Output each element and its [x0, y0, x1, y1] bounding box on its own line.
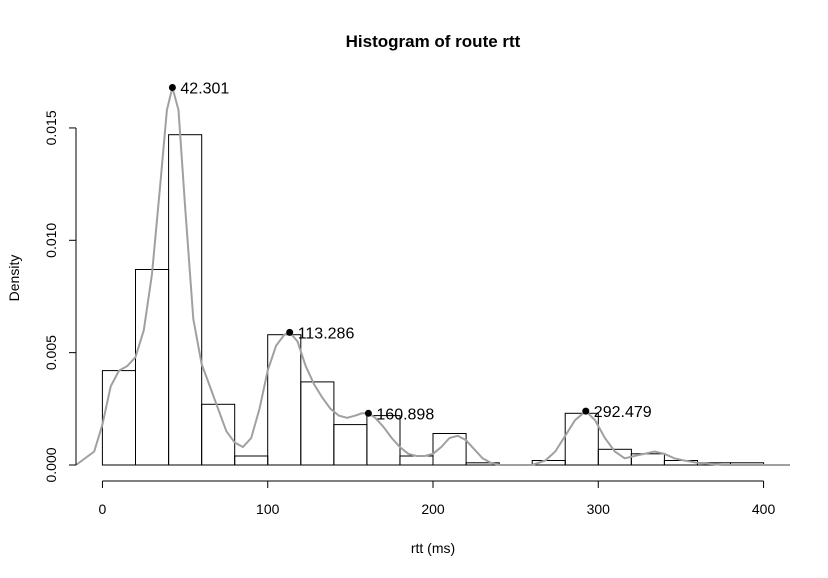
peak-label-1: 113.286: [298, 325, 355, 342]
histogram-bar-2: [168, 134, 203, 466]
peak-marker-1: [286, 328, 294, 336]
peak-marker-2: [364, 409, 372, 417]
x-tick-label-1: 100: [256, 501, 280, 517]
x-axis-label: rtt (ms): [411, 540, 455, 556]
histogram-bars: [101, 134, 765, 466]
y-tick-label-0: 0.000: [43, 447, 59, 482]
x-tick-label-4: 400: [752, 501, 776, 517]
peak-marker-0: [168, 84, 176, 91]
y-axis: 0.000 0.005 0.010 0.015: [43, 110, 77, 483]
y-tick-label-3: 0.015: [43, 110, 59, 145]
histogram-bar-8: [366, 415, 401, 466]
histogram-bar-1: [135, 269, 170, 466]
density-curve: [75, 87, 790, 466]
peak-markers: 42.301 113.286 160.898 292.479: [168, 81, 652, 423]
y-tick-label-1: 0.005: [43, 335, 59, 370]
peak-marker-3: [582, 407, 590, 415]
y-axis-label: Density: [6, 255, 22, 302]
histogram-bar-7: [333, 424, 368, 466]
peak-label-2: 160.898: [376, 406, 434, 423]
histogram-bar-9: [399, 455, 434, 466]
histogram-bar-10: [432, 433, 467, 466]
x-axis: 0 100 200 300 400: [99, 480, 776, 517]
y-tick-label-2: 0.010: [43, 223, 59, 258]
histogram-bar-4: [234, 455, 269, 466]
chart-title: Histogram of route rtt: [346, 32, 521, 51]
x-tick-label-0: 0: [99, 501, 107, 517]
histogram-bar-0: [101, 370, 136, 466]
histogram-bar-6: [300, 381, 335, 466]
peak-label-3: 292.479: [594, 404, 652, 421]
histogram-bar-11: [465, 462, 500, 466]
peak-label-0: 42.301: [180, 81, 229, 98]
histogram-bar-3: [201, 403, 236, 466]
x-tick-label-2: 200: [421, 501, 445, 517]
x-tick-label-3: 300: [587, 501, 611, 517]
